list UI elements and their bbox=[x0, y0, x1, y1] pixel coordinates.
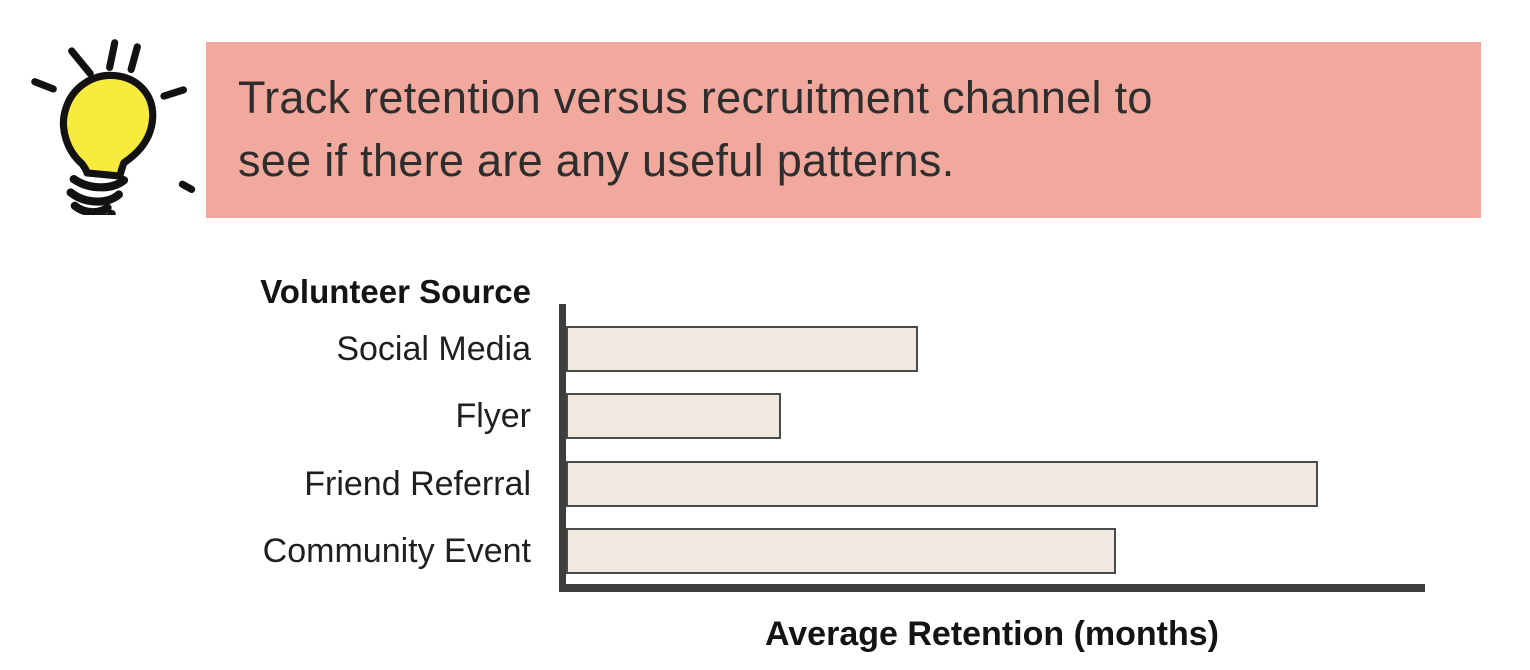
bar-social-media bbox=[566, 326, 918, 372]
x-axis-line bbox=[559, 584, 1425, 592]
tip-banner: Track retention versus recruitment chann… bbox=[206, 42, 1481, 218]
category-label: Friend Referral bbox=[304, 465, 531, 503]
bar-flyer bbox=[566, 393, 781, 439]
y-axis-line bbox=[559, 304, 566, 592]
category-label: Community Event bbox=[262, 532, 531, 570]
category-label: Social Media bbox=[336, 330, 531, 368]
category-label: Flyer bbox=[455, 397, 531, 435]
bar-community-event bbox=[566, 528, 1116, 574]
tip-banner-text: Track retention versus recruitment chann… bbox=[206, 42, 1481, 192]
bar-friend-referral bbox=[566, 461, 1318, 507]
y-axis-title: Volunteer Source bbox=[260, 273, 531, 310]
tip-text-line-2: see if there are any useful patterns. bbox=[238, 135, 955, 186]
lightbulb-icon bbox=[31, 39, 196, 215]
tip-text-line-1: Track retention versus recruitment chann… bbox=[238, 72, 1153, 123]
x-axis-label: Average Retention (months) bbox=[764, 615, 1219, 653]
